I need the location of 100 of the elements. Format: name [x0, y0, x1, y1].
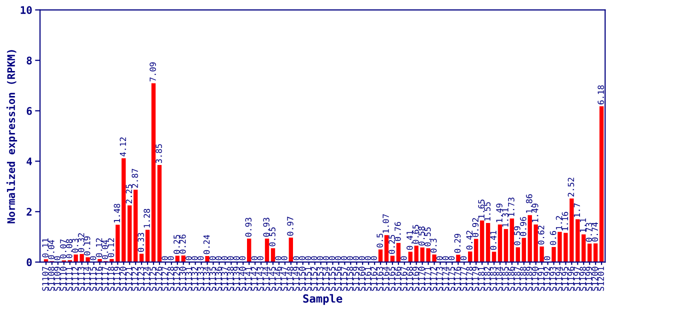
- x-tick-label: S1117: [102, 266, 108, 291]
- x-tick-label: S1141: [245, 266, 252, 291]
- x-tick-label: S1183: [490, 266, 496, 291]
- data-label: 0.96: [520, 216, 526, 236]
- data-label: 1.7: [574, 203, 580, 217]
- x-tick-label: S1116: [96, 266, 102, 291]
- x-tick-label: S1145: [269, 266, 276, 291]
- data-label: 0: [370, 256, 377, 260]
- x-tick-label: S1193: [550, 266, 556, 291]
- data-label: 0.04: [48, 240, 54, 260]
- x-tick-label: S1158: [346, 266, 354, 291]
- data-label: 1.49: [496, 204, 502, 222]
- data-label: 1.49: [532, 204, 538, 222]
- x-tick-label: S1174: [442, 266, 449, 291]
- x-tick-label: S1189: [526, 266, 532, 291]
- data-label: 2.52: [568, 178, 574, 197]
- x-tick-label: S1169: [412, 266, 419, 291]
- data-label: 0: [221, 256, 228, 260]
- data-label: 6.18: [598, 85, 604, 104]
- x-tick-label: S1112: [72, 266, 78, 291]
- y-tick-label: 8: [26, 56, 32, 64]
- data-label: 0.65: [412, 224, 419, 244]
- x-tick-label: S1140: [239, 266, 246, 291]
- x-axis-title: Sample: [303, 294, 342, 305]
- data-label: 0: [215, 256, 222, 260]
- x-tick-label: S1156: [334, 266, 342, 291]
- data-label: 0: [257, 256, 264, 260]
- x-tick-label: S1198: [580, 266, 586, 291]
- data-label: 0.41: [406, 230, 413, 250]
- x-tick-label: S1134: [203, 266, 210, 291]
- data-label: 0: [168, 256, 174, 260]
- data-label: 0.74: [592, 222, 598, 242]
- data-label: 0: [54, 256, 60, 260]
- x-tick-label: S1188: [520, 266, 526, 291]
- data-label: 0.62: [538, 226, 544, 245]
- data-label: 0.93: [263, 218, 270, 237]
- data-label: 0: [460, 256, 467, 260]
- data-label: 0.97: [287, 216, 294, 236]
- x-tick-label: S1151: [304, 266, 312, 291]
- data-label: 0.3: [72, 238, 78, 253]
- x-tick-label: S1150: [299, 266, 306, 291]
- x-tick-label: S1146: [275, 266, 282, 291]
- y-tick-label: 2: [26, 208, 32, 216]
- x-tick-label: S1168: [406, 266, 413, 291]
- x-tick-label: S1137: [221, 266, 228, 291]
- x-tick-label: S1115: [90, 266, 96, 291]
- data-label: 0.33: [138, 232, 144, 252]
- x-tick-label: S1184: [496, 266, 502, 291]
- x-tick-label: S1154: [322, 266, 330, 291]
- x-tick-label: S1123: [138, 266, 144, 291]
- data-label: 1.73: [508, 198, 514, 216]
- data-label: 0: [304, 256, 312, 260]
- data-label: 0: [340, 256, 348, 260]
- data-label: 1.86: [526, 194, 532, 213]
- x-tick-label: S1111: [66, 266, 72, 291]
- data-label: 3.85: [156, 144, 162, 164]
- x-tick-label: S1155: [328, 266, 336, 291]
- data-label: 0.42: [466, 230, 473, 250]
- data-label: 1.16: [562, 212, 568, 230]
- x-tick-label: S1192: [544, 266, 550, 291]
- data-label: 0: [233, 256, 240, 260]
- data-label: 0: [162, 256, 168, 260]
- x-tick-label: S1125: [150, 266, 156, 291]
- y-axis-title: Normalized expression (RPKM): [6, 50, 18, 224]
- x-tick-label: S1185: [502, 266, 508, 291]
- x-tick-label: S1119: [114, 266, 120, 291]
- x-tick-label: S1124: [144, 266, 150, 291]
- data-label: 0.58: [418, 226, 425, 246]
- data-label: 1.2: [556, 216, 562, 230]
- x-tick-label: S1153: [316, 266, 324, 291]
- data-label: 0.59: [514, 226, 520, 246]
- data-label: 0: [239, 256, 246, 260]
- data-label: 0.24: [203, 234, 210, 254]
- data-label: 0: [90, 256, 96, 260]
- x-tick-label: S1110: [60, 266, 66, 291]
- data-label: 0.93: [245, 218, 252, 237]
- x-tick-label: S1200: [592, 266, 598, 291]
- x-tick-label: S1177: [460, 266, 467, 291]
- x-tick-label: S1160: [358, 266, 366, 291]
- data-label: 0: [334, 256, 342, 260]
- data-label: 0: [322, 256, 330, 260]
- data-label: 1.07: [382, 214, 389, 233]
- data-label: 1.28: [144, 208, 150, 228]
- y-tick-label: 0: [26, 258, 32, 266]
- x-tick-label: S1132: [191, 266, 198, 291]
- x-tick-label: S1175: [448, 266, 455, 291]
- data-label: 4.12: [120, 137, 126, 156]
- data-label: 0.11: [42, 238, 48, 258]
- x-tick-label: S1196: [568, 266, 574, 291]
- x-tick-label: S1167: [400, 266, 407, 291]
- data-label: 0: [275, 256, 282, 260]
- x-tick-label: S1162: [370, 266, 377, 291]
- data-label: 7.09: [150, 62, 156, 82]
- data-label: 0: [358, 256, 366, 260]
- x-tick-label: S1127: [162, 266, 168, 291]
- data-label: 0.19: [84, 236, 90, 256]
- data-label: 0: [316, 256, 324, 260]
- data-label: 0: [544, 256, 550, 260]
- x-tick-label: S1133: [197, 266, 204, 291]
- data-label: 0: [209, 256, 216, 260]
